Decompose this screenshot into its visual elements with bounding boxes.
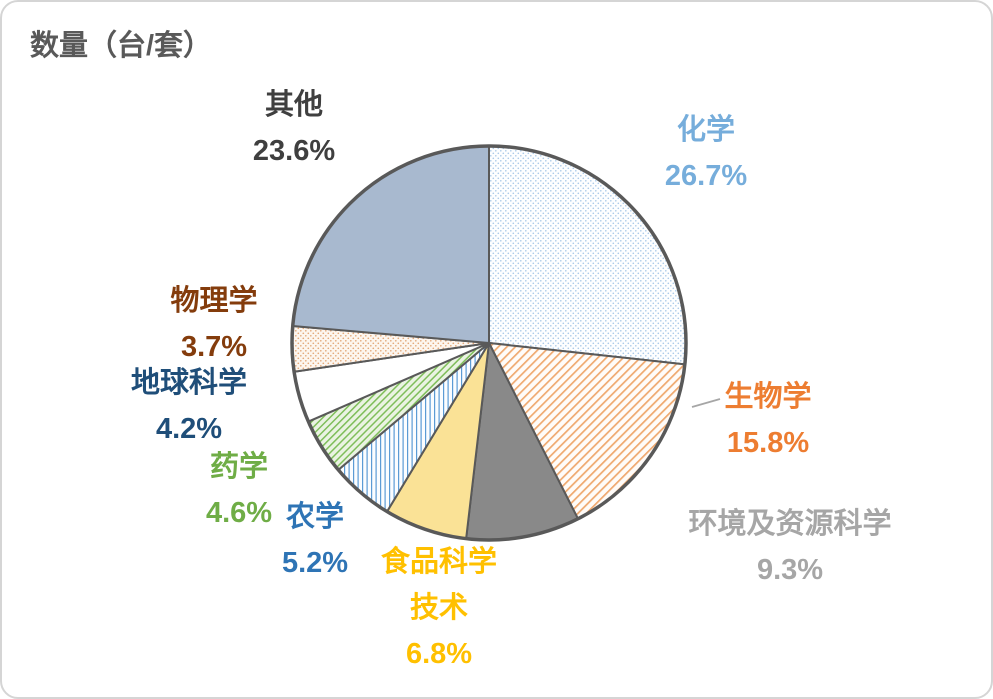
chart-title: 数量（台/套） [30, 30, 213, 62]
label-food-science-tech: 食品科学 技术 6.8% [381, 539, 497, 677]
slice-percent: 5.2% [281, 547, 349, 579]
slice-percent: 4.2% [155, 413, 223, 445]
slice-name: 生物学 [724, 381, 812, 413]
slice-name: 农学 [285, 501, 345, 533]
slice-percent: 9.3% [756, 554, 824, 586]
slice-name-line1: 食品科学 [380, 546, 498, 578]
pie-slice-chemistry [488, 145, 687, 366]
slice-name: 环境及资源科学 [688, 508, 892, 540]
label-earth-science: 地球科学 4.2% [131, 360, 247, 452]
pie-outline [290, 144, 688, 542]
slice-percent: 3.7% [180, 331, 248, 363]
slice-name: 化学 [676, 114, 736, 146]
slice-name-line2: 技术 [409, 592, 469, 624]
biology-leader-line [691, 398, 721, 408]
label-biology: 生物学 15.8% [724, 374, 811, 466]
label-physics: 物理学 3.7% [170, 278, 257, 370]
slice-name: 物理学 [170, 285, 258, 317]
slice-percent: 6.8% [405, 638, 473, 670]
label-chemistry: 化学 26.7% [665, 107, 747, 199]
slice-percent: 23.6% [252, 135, 336, 167]
label-pharmacy: 药学 4.6% [206, 444, 272, 536]
label-agronomy: 农学 5.2% [282, 494, 348, 586]
slice-name: 其他 [264, 89, 324, 121]
pie-slice-other [291, 145, 490, 344]
slice-name: 药学 [209, 451, 269, 483]
slice-percent: 26.7% [664, 160, 748, 192]
label-env-resource-science: 环境及资源科学 9.3% [688, 501, 891, 593]
label-other: 其他 23.6% [253, 82, 335, 174]
slice-percent: 15.8% [726, 427, 810, 459]
slice-percent: 4.6% [205, 497, 273, 529]
slice-name: 地球科学 [130, 367, 248, 399]
